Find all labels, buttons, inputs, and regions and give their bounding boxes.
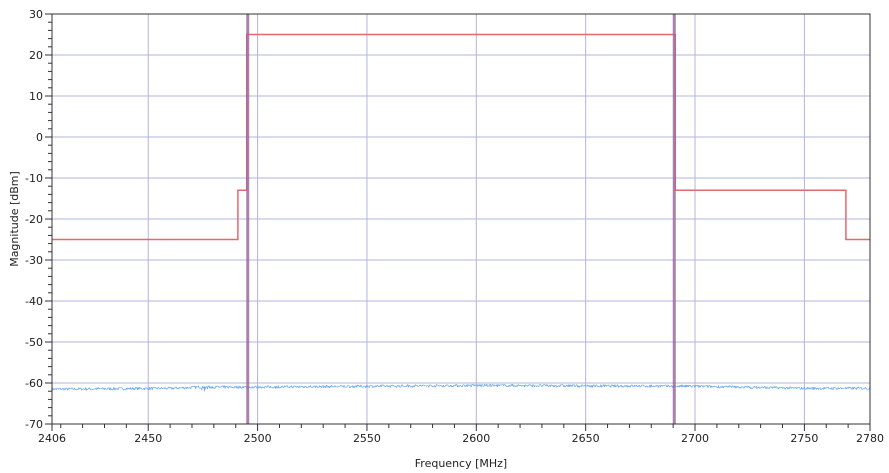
y-tick-label: -10 [25,172,43,185]
x-tick-label: 2650 [572,432,600,445]
x-tick-label: 2406 [38,432,66,445]
x-tick-label: 2550 [353,432,381,445]
y-tick-label: 0 [36,131,43,144]
frequency-markers [246,14,676,424]
y-tick-label: 30 [29,8,43,21]
spectrum-line [51,383,870,392]
emission-mask [52,33,870,241]
x-axis-title: Frequency [MHz] [415,457,507,470]
x-tick-label: 2750 [790,432,818,445]
y-tick-label: -20 [25,213,43,226]
y-tick-label: -50 [25,336,43,349]
y-tick-label: -40 [25,295,43,308]
y-axis-title: Magnitude [dBm] [8,171,21,267]
x-tick-label: 2780 [856,432,884,445]
x-tick-label: 2700 [681,432,709,445]
y-tick-label: -60 [25,377,43,390]
spectrum-trace [51,383,870,392]
x-tick-label: 2450 [134,432,162,445]
x-tick-label: 2500 [244,432,272,445]
y-tick-label: -30 [25,254,43,267]
x-tick-label: 2600 [462,432,490,445]
y-tick-label: 20 [29,49,43,62]
y-tick-label: 10 [29,90,43,103]
y-tick-label: -70 [25,418,43,431]
mask-line [52,33,870,241]
grid [52,14,870,424]
